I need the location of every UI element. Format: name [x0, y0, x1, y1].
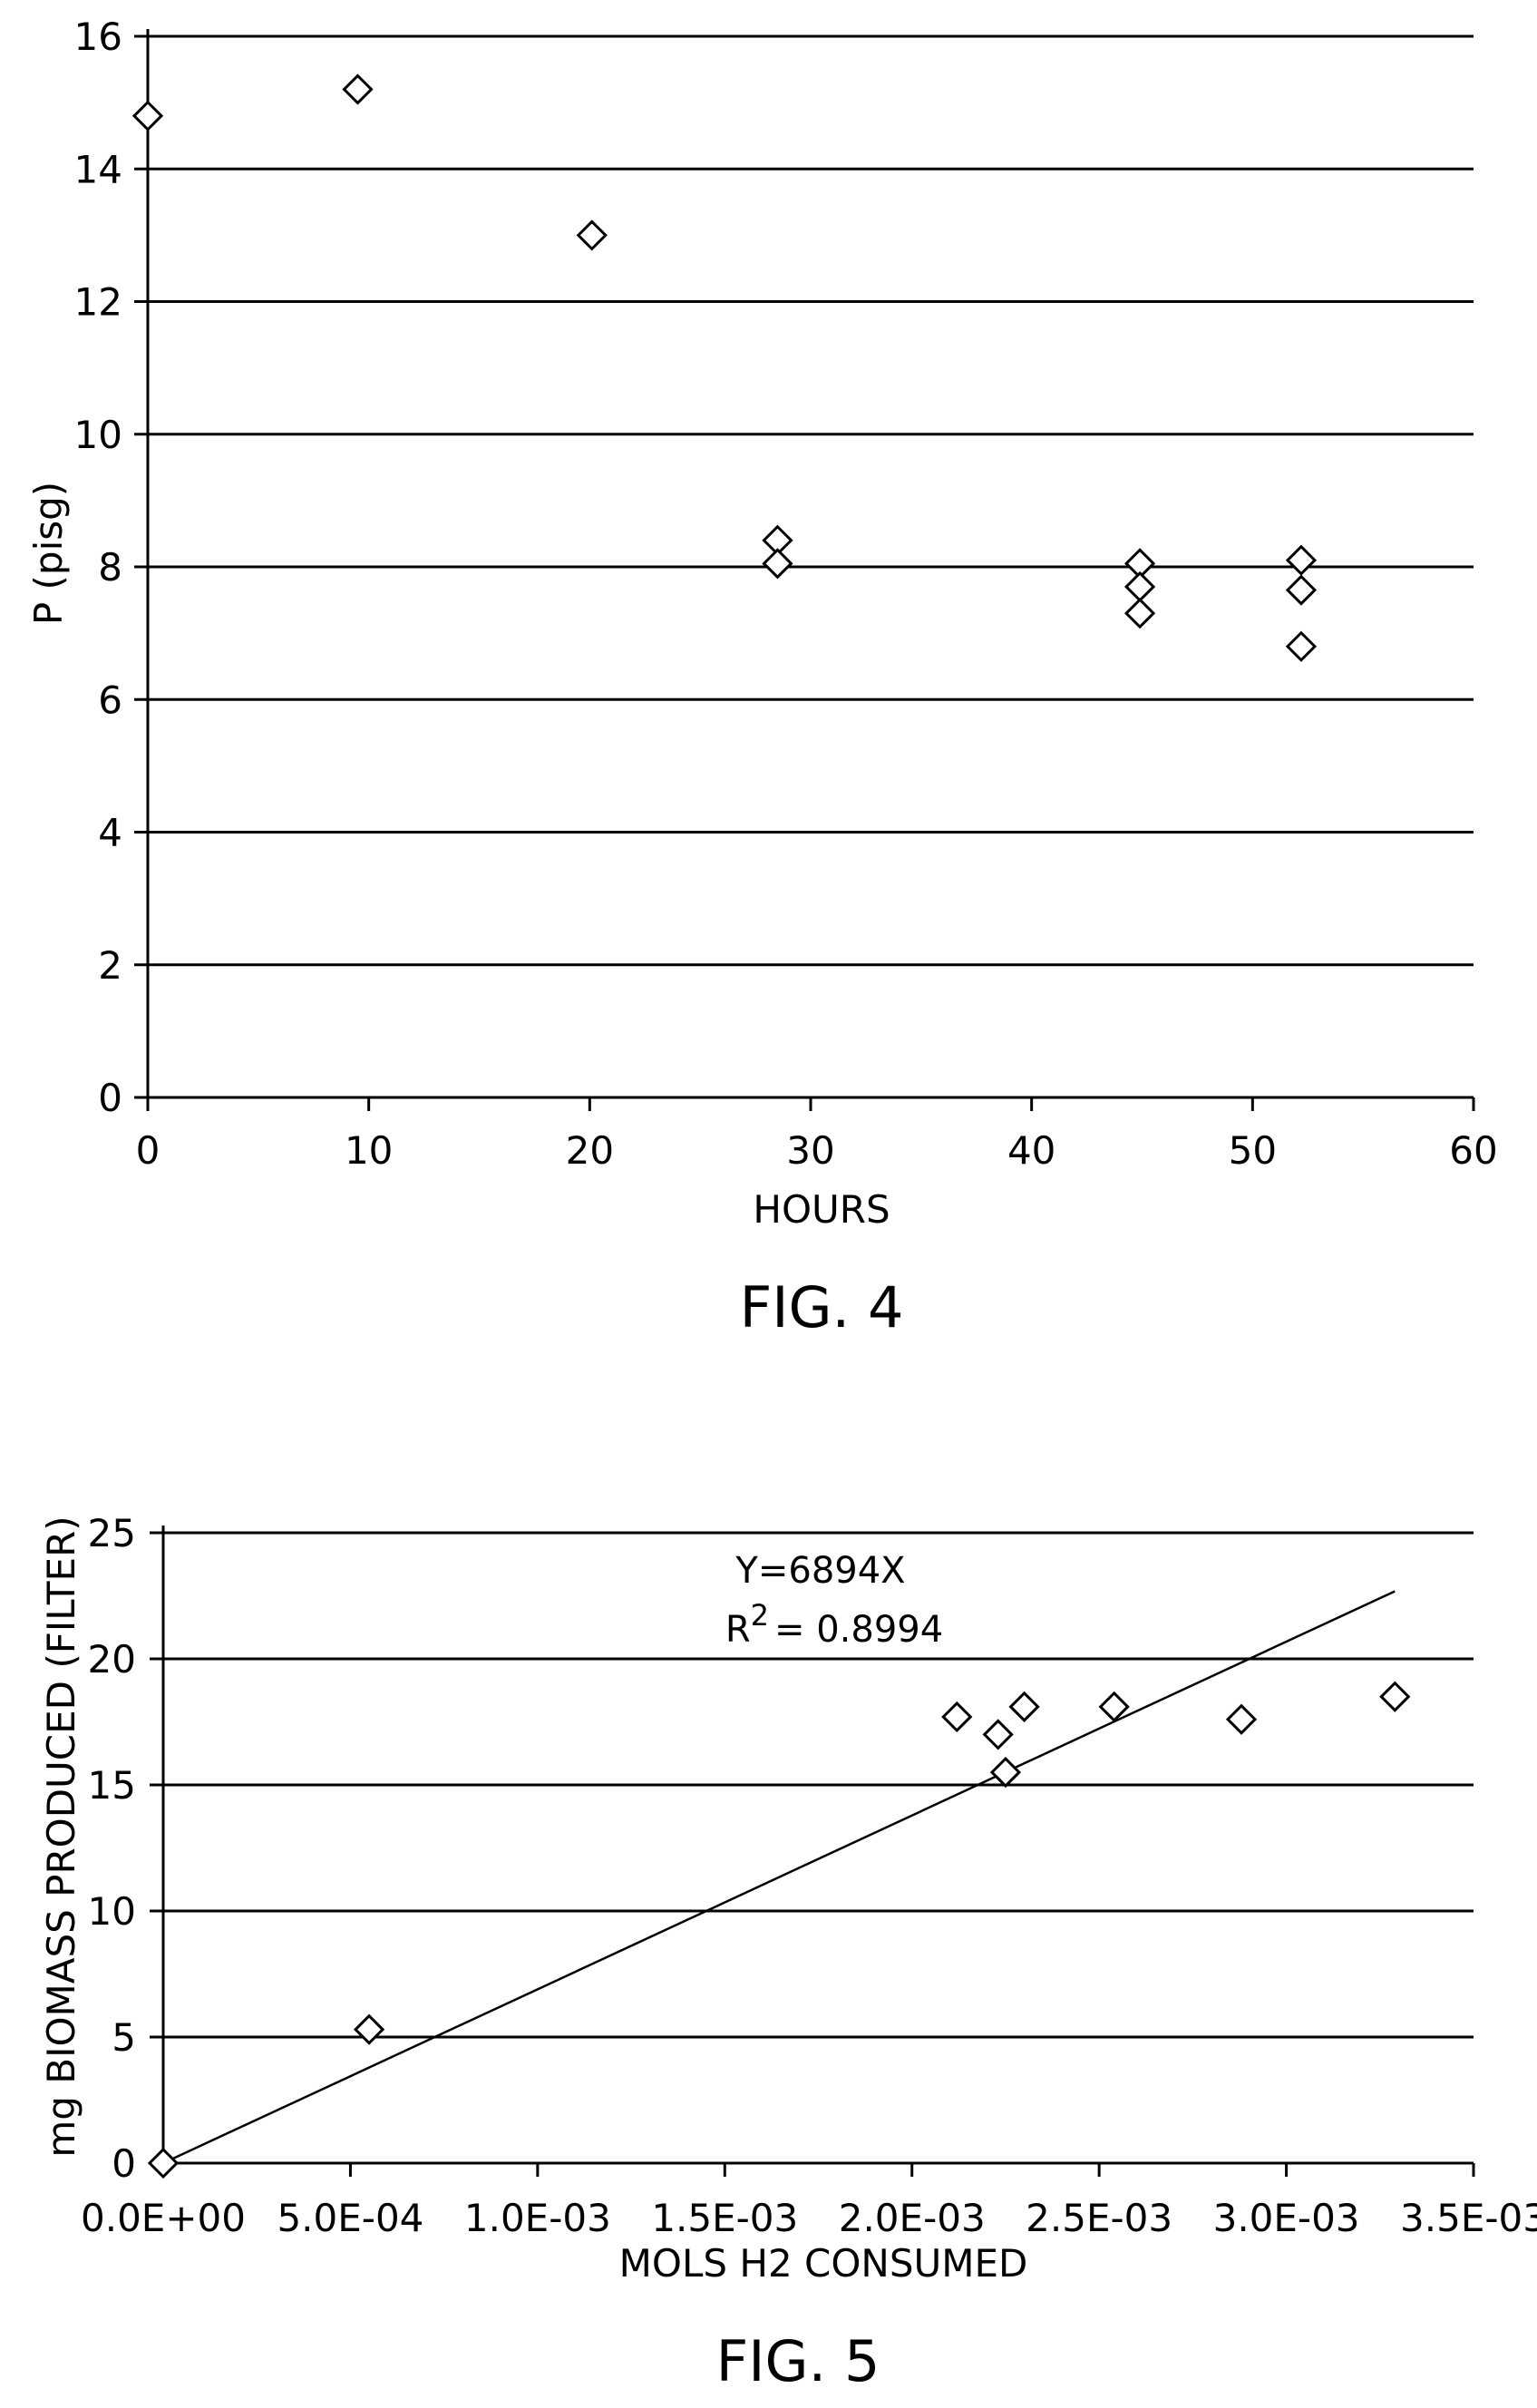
fig5-x-tick-label: 1.5E-03	[651, 2196, 798, 2240]
fig4-x-tick-label: 50	[1229, 1128, 1277, 1173]
fig5-equation: Y=6894X	[734, 1550, 905, 1592]
fig4-y-tick-label: 12	[74, 280, 122, 325]
fig5-x-axis-title: MOLS H2 CONSUMED	[619, 2241, 1028, 2286]
fig4-data-point	[131, 100, 164, 132]
fig5-x-tick-label: 3.5E-03	[1400, 2196, 1537, 2240]
fig5-x-tick-label: 3.0E-03	[1213, 2196, 1360, 2240]
fig4-y-tick-label: 10	[74, 413, 122, 457]
fig5-x-tick-label: 5.0E-04	[277, 2196, 423, 2240]
fig5-data-point	[989, 1756, 1022, 1789]
fig5-chart: 0 5 10 15 20 25 0.0E+00 5.0E-04 1.0E-03 1.5E-03 2…	[39, 1511, 1537, 2394]
fig4-data-point	[762, 548, 793, 580]
fig5-x-tick-label: 2.5E-03	[1026, 2196, 1172, 2240]
fig4-y-tick-label: 4	[98, 811, 122, 855]
fig4-x-tick-label: 10	[345, 1128, 393, 1173]
fig5-x-tick-label: 1.0E-03	[464, 2196, 611, 2240]
fig5-y-tick-label: 5	[112, 2015, 136, 2060]
fig4-y-tick-labels: 0 2 4 6 8 10 12 14 16	[74, 15, 122, 1120]
fig4-data-point	[576, 219, 608, 251]
fig4-data-point	[1285, 630, 1318, 662]
fig5-data-point	[147, 2147, 180, 2179]
fig4-data-points	[131, 73, 1318, 662]
fig4-y-tick-label: 8	[98, 545, 122, 590]
fig5-gridlines	[163, 1531, 1474, 2039]
fig5-axes	[150, 1526, 1475, 2177]
fig4-caption: FIG. 4	[740, 1274, 904, 1340]
fig5-x-tick-label: 2.0E-03	[839, 2196, 986, 2240]
fig5-data-points	[147, 1681, 1411, 2179]
fig5-data-point	[353, 2013, 385, 2045]
fig5-y-tick-label: 15	[88, 1763, 136, 1808]
fig4-x-tick-label: 30	[786, 1128, 834, 1173]
fig4-data-point	[1124, 598, 1156, 629]
fig5-data-point	[1008, 1691, 1040, 1722]
fig4-data-point	[1124, 570, 1156, 603]
fig5-y-tick-label: 10	[88, 1889, 136, 1934]
fig5-data-point	[1098, 1691, 1130, 1722]
fig4-y-axis-title: P (pisg)	[26, 482, 71, 625]
fig4-data-point	[1285, 574, 1318, 606]
fig4-data-point	[342, 73, 374, 105]
fig5-r-squared: R2 = 0.8994	[725, 1598, 943, 1651]
fig4-x-tick-labels: 0 10 20 30 40 50 60	[136, 1128, 1498, 1173]
fig5-data-point	[982, 1719, 1014, 1750]
fig5-y-tick-label: 25	[88, 1511, 136, 1555]
fig4-chart: 0 2 4 6 8 10 12 14 16 0 10 20 30 40 50 60 P (pisg) HOU…	[26, 15, 1498, 1340]
fig5-r-squared-prefix: R	[725, 1609, 751, 1651]
fig5-data-point	[1379, 1681, 1411, 1712]
fig4-x-tick-label: 60	[1449, 1128, 1497, 1173]
fig5-x-tick-label: 0.0E+00	[81, 2196, 246, 2240]
fig4-axes	[134, 29, 1475, 1111]
fig5-x-tick-labels: 0.0E+00 5.0E-04 1.0E-03 1.5E-03 2.0E-03 2.5E-…	[81, 2196, 1537, 2240]
fig4-y-tick-label: 16	[74, 15, 122, 59]
fig4-y-tick-label: 0	[98, 1076, 122, 1120]
fig5-r-squared-value: = 0.8994	[774, 1609, 943, 1651]
fig5-r-squared-superscript: 2	[751, 1598, 769, 1633]
fig5-data-point	[1225, 1703, 1258, 1735]
fig5-y-tick-labels: 0 5 10 15 20 25	[88, 1511, 136, 2186]
fig5-y-tick-label: 0	[112, 2141, 136, 2186]
fig4-y-tick-label: 14	[74, 147, 122, 191]
fig5-trendline	[162, 1590, 1396, 2165]
fig4-data-point	[1285, 544, 1318, 576]
fig5-trendline-path	[162, 1590, 1396, 2165]
fig4-y-tick-label: 2	[98, 943, 122, 988]
fig4-x-axis-title: HOURS	[753, 1187, 890, 1232]
fig4-gridlines	[148, 34, 1474, 967]
fig4-x-tick-label: 0	[136, 1128, 161, 1173]
fig4-x-tick-label: 40	[1007, 1128, 1055, 1173]
fig4-y-tick-label: 6	[98, 678, 122, 722]
fig4-x-tick-label: 20	[566, 1128, 614, 1173]
fig5-y-axis-title: mg BIOMASS PRODUCED (FILTER)	[39, 1516, 83, 2157]
fig5-caption: FIG. 5	[716, 2328, 880, 2394]
fig5-data-point	[941, 1701, 973, 1733]
fig5-y-tick-label: 20	[88, 1637, 136, 1682]
